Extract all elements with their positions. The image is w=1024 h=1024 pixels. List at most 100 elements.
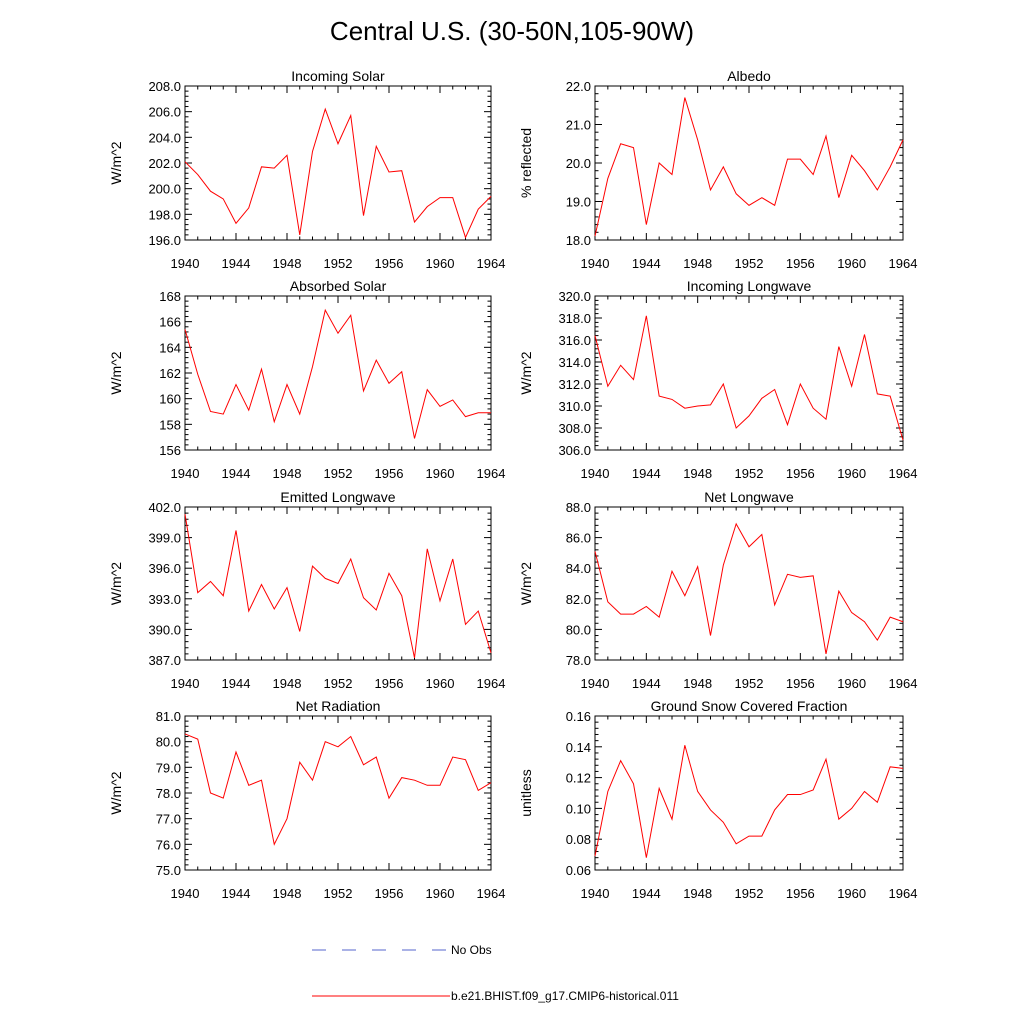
y-tick-label: 196.0 <box>148 233 181 248</box>
x-tick-label: 1948 <box>273 256 302 271</box>
x-tick-label: 1956 <box>786 886 815 901</box>
y-tick-label: 84.0 <box>566 561 591 576</box>
x-tick-label: 1964 <box>889 256 918 271</box>
x-tick-label: 1944 <box>632 466 661 481</box>
x-tick-label: 1948 <box>683 256 712 271</box>
y-tick-label: 21.0 <box>566 118 591 133</box>
x-tick-label: 1952 <box>324 886 353 901</box>
y-tick-label: 320.0 <box>558 289 591 304</box>
y-tick-label: 77.0 <box>156 812 181 827</box>
y-axis-label: W/m^2 <box>108 141 124 184</box>
y-tick-label: 76.0 <box>156 837 181 852</box>
y-tick-label: 396.0 <box>148 561 181 576</box>
x-tick-label: 1948 <box>683 466 712 481</box>
y-tick-label: 20.0 <box>566 156 591 171</box>
x-tick-label: 1940 <box>171 886 200 901</box>
plot-frame <box>594 715 904 871</box>
x-tick-label: 1956 <box>786 256 815 271</box>
plot-frame <box>184 85 492 241</box>
y-tick-label: 202.0 <box>148 156 181 171</box>
x-tick-label: 1940 <box>581 256 610 271</box>
y-tick-label: 19.0 <box>566 195 591 210</box>
y-tick-label: 206.0 <box>148 105 181 120</box>
panels: Incoming Solar 1940 1944 1948 1952 1956 1960 19… <box>108 68 917 901</box>
x-tick-label: 1952 <box>735 886 764 901</box>
y-tick-label: 18.0 <box>566 233 591 248</box>
y-tick-label: 156 <box>159 443 181 458</box>
x-tick-label: 1960 <box>426 676 455 691</box>
x-tick-label: 1964 <box>477 256 506 271</box>
panel-title: Albedo <box>727 68 771 84</box>
panel-incoming-longwave: Incoming Longwave 1940 1944 1948 1952 1956 196… <box>518 278 917 481</box>
panel-title: Incoming Solar <box>291 68 385 84</box>
y-tick-label: 393.0 <box>148 592 181 607</box>
x-tick-label: 1944 <box>222 256 251 271</box>
series-line <box>594 315 904 441</box>
x-tick-label: 1960 <box>837 466 866 481</box>
series-line <box>184 514 492 659</box>
y-tick-label: 0.16 <box>566 709 591 724</box>
y-tick-label: 306.0 <box>558 443 591 458</box>
x-tick-label: 1960 <box>426 466 455 481</box>
series-line <box>594 745 904 858</box>
x-tick-label: 1948 <box>273 886 302 901</box>
series-line <box>184 733 492 846</box>
x-tick-label: 1948 <box>273 466 302 481</box>
y-tick-label: 168 <box>159 289 181 304</box>
x-tick-label: 1964 <box>477 886 506 901</box>
y-tick-label: 80.0 <box>156 735 181 750</box>
x-tick-label: 1948 <box>683 886 712 901</box>
x-tick-label: 1944 <box>632 676 661 691</box>
x-tick-label: 1956 <box>375 886 404 901</box>
y-axis-label: W/m^2 <box>518 562 534 605</box>
y-tick-label: 0.14 <box>566 740 591 755</box>
y-tick-label: 318.0 <box>558 311 591 326</box>
y-tick-label: 308.0 <box>558 421 591 436</box>
series-line <box>184 308 491 439</box>
series-line <box>594 97 904 237</box>
x-tick-label: 1964 <box>477 466 506 481</box>
y-axis-label: W/m^2 <box>518 351 534 394</box>
y-tick-label: 0.08 <box>566 832 591 847</box>
x-tick-label: 1944 <box>222 676 251 691</box>
x-tick-label: 1940 <box>171 466 200 481</box>
plot-frame <box>184 715 492 871</box>
x-tick-label: 1952 <box>324 466 353 481</box>
x-tick-label: 1956 <box>375 256 404 271</box>
plot-frame <box>594 85 904 241</box>
x-tick-label: 1944 <box>222 466 251 481</box>
panel-ground-snow-covered-fraction: Ground Snow Covered Fraction 1940 1944 1948… <box>518 698 917 901</box>
series-line <box>594 522 904 654</box>
y-tick-label: 402.0 <box>148 500 181 515</box>
x-tick-label: 1940 <box>171 676 200 691</box>
panel-net-longwave: Net Longwave 1940 1944 1948 1952 1956 1960 1964… <box>518 489 917 691</box>
y-tick-label: 208.0 <box>148 79 181 94</box>
y-axis-label: W/m^2 <box>108 351 124 394</box>
y-axis-label: W/m^2 <box>108 771 124 814</box>
x-tick-label: 1960 <box>837 256 866 271</box>
y-tick-label: 312.0 <box>558 377 591 392</box>
panel-absorbed-solar: Absorbed Solar 1940 1944 1948 1952 1956 1960 19… <box>108 278 505 481</box>
y-tick-label: 81.0 <box>156 709 181 724</box>
plot-frame <box>184 295 492 451</box>
y-tick-label: 78.0 <box>156 786 181 801</box>
y-tick-label: 399.0 <box>148 531 181 546</box>
x-tick-label: 1956 <box>786 676 815 691</box>
y-tick-label: 75.0 <box>156 863 181 878</box>
y-tick-label: 204.0 <box>148 130 181 145</box>
x-tick-label: 1960 <box>837 676 866 691</box>
y-tick-label: 162 <box>159 366 181 381</box>
x-tick-label: 1948 <box>273 676 302 691</box>
y-tick-label: 160 <box>159 392 181 407</box>
x-tick-label: 1964 <box>889 676 918 691</box>
y-tick-label: 0.10 <box>566 801 591 816</box>
y-tick-label: 200.0 <box>148 182 181 197</box>
panel-incoming-solar: Incoming Solar 1940 1944 1948 1952 1956 1960 19… <box>108 68 505 271</box>
x-tick-label: 1940 <box>581 466 610 481</box>
x-tick-label: 1952 <box>735 676 764 691</box>
y-tick-label: 22.0 <box>566 79 591 94</box>
x-tick-label: 1960 <box>426 886 455 901</box>
figure-title: Central U.S. (30-50N,105-90W) <box>330 16 694 46</box>
x-tick-label: 1960 <box>426 256 455 271</box>
